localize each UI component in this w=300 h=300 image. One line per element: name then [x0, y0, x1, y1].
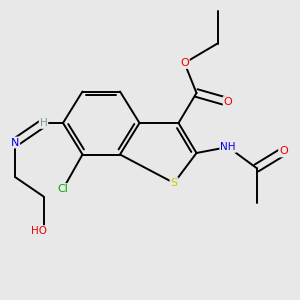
Text: O: O — [279, 146, 288, 157]
Text: O: O — [180, 58, 189, 68]
Text: NH: NH — [220, 142, 236, 152]
Text: O: O — [224, 97, 232, 107]
Text: N: N — [11, 137, 19, 148]
Text: Cl: Cl — [58, 184, 68, 194]
Text: H: H — [40, 118, 47, 128]
Text: HO: HO — [31, 226, 47, 236]
Text: S: S — [170, 178, 178, 188]
